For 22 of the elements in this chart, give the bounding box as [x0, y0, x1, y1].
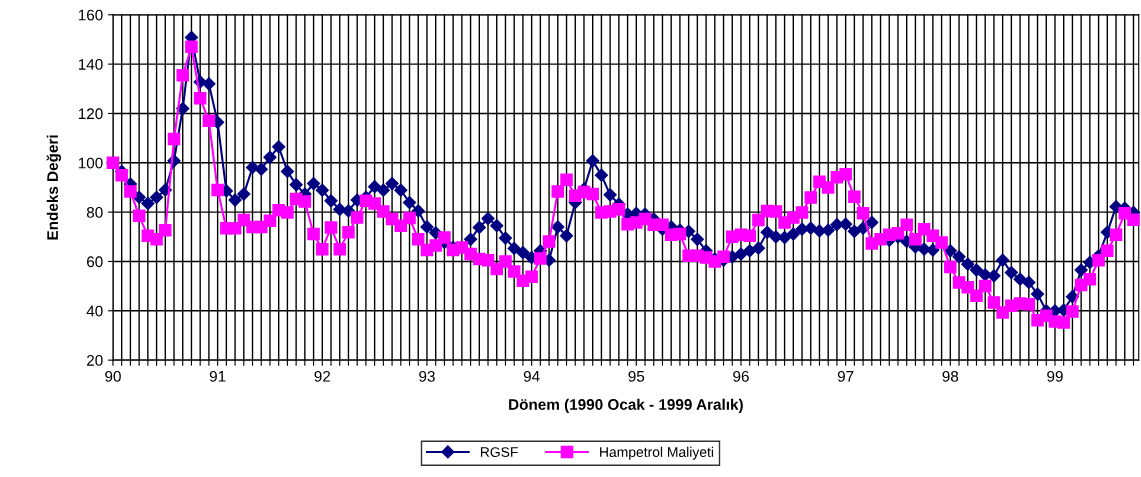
x-tick-label: 94: [523, 370, 540, 382]
x-tick-label: 92: [314, 370, 331, 382]
y-tick-label: 20: [87, 355, 103, 366]
y-tick-label: 140: [78, 58, 103, 70]
y-tick-label: 80: [86, 207, 103, 218]
y-tick-label: 160: [78, 9, 103, 21]
x-tick-label: 93: [419, 370, 435, 382]
x-tick-label: 91: [209, 370, 226, 382]
y-tick-label: 120: [78, 108, 103, 120]
x-tick-label: 96: [733, 370, 749, 382]
x-axis-title: Dönem (1990 Ocak - 1999 Aralık): [509, 398, 743, 413]
legend-label: RGSF: [480, 447, 518, 457]
y-tick-label: 40: [86, 305, 103, 317]
legend-label: Hampetrol Maliyeti: [600, 446, 714, 460]
y-axis-title: Endeks Değeri: [46, 135, 62, 240]
x-tick-label: 90: [105, 370, 121, 382]
y-tick-label: 100: [78, 157, 103, 169]
x-tick-label: 98: [942, 370, 959, 382]
x-tick-label: 95: [628, 370, 645, 382]
x-tick-label: 99: [1047, 370, 1063, 382]
x-tick-label: 97: [837, 370, 854, 382]
y-tick-label: 60: [87, 256, 103, 268]
